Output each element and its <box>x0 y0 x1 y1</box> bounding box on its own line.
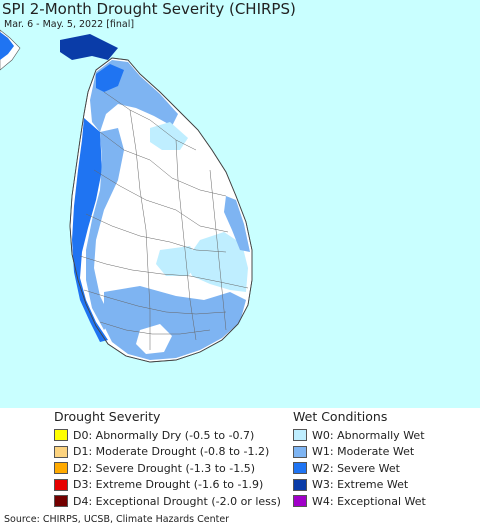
northeast-abnormally-wet <box>150 122 188 150</box>
drought-map: SPI 2-Month Drought Severity (CHIRPS) Ma… <box>0 0 480 408</box>
drought-legend-label: D3: Extreme Drought (-1.6 to -1.9) <box>73 478 264 492</box>
east-coast-moderate-wet <box>224 196 250 252</box>
drought-legend-label: D2: Severe Drought (-1.3 to -1.5) <box>73 461 256 475</box>
drought-swatch <box>54 445 68 458</box>
drought-legend-label: D4: Exceptional Drought (-2.0 or less) <box>73 494 281 508</box>
wet-legend-item: W4: Exceptional Wet <box>293 493 426 510</box>
wet-legend-item: W2: Severe Wet <box>293 460 426 477</box>
wet-legend-label: W2: Severe Wet <box>312 461 400 475</box>
drought-legend: Drought Severity D0: Abnormally Dry (-0.… <box>54 408 281 510</box>
west-coast-wet <box>72 118 108 342</box>
map-subtitle: Mar. 6 - May. 5, 2022 [final] <box>4 19 135 30</box>
drought-swatch <box>54 495 68 508</box>
wet-legend-label: W3: Extreme Wet <box>312 478 409 492</box>
drought-legend-item: D2: Severe Drought (-1.3 to -1.5) <box>54 460 281 477</box>
drought-legend-title: Drought Severity <box>54 409 161 424</box>
wet-legend-items: W0: Abnormally Wet W1: Moderate Wet W2: Se… <box>293 427 426 510</box>
wet-swatch <box>293 478 307 491</box>
drought-swatch <box>54 429 68 442</box>
sri-lanka-coastline <box>69 57 253 363</box>
north-severe-wet <box>96 64 124 92</box>
wet-legend: Wet Conditions W0: Abnormally Wet W1: Mod… <box>293 408 426 510</box>
drought-legend-item: D4: Exceptional Drought (-2.0 or less) <box>54 493 281 510</box>
wet-legend-label: W4: Exceptional Wet <box>312 494 426 508</box>
wet-swatch <box>293 462 307 475</box>
south-white-gap <box>136 324 172 354</box>
map-title: SPI 2-Month Drought Severity (CHIRPS) <box>2 0 296 18</box>
mannar-extreme-wet <box>60 34 118 60</box>
wet-legend-label: W1: Moderate Wet <box>312 445 415 459</box>
drought-legend-label: D1: Moderate Drought (-0.8 to -1.2) <box>73 445 270 459</box>
wet-legend-item: W1: Moderate Wet <box>293 444 426 461</box>
source-credit: Source: CHIRPS, UCSB, Climate Hazards Ce… <box>4 514 230 525</box>
map-canvas <box>0 29 253 363</box>
wet-legend-item: W0: Abnormally Wet <box>293 427 426 444</box>
drought-swatch <box>54 478 68 491</box>
drought-swatch <box>54 462 68 475</box>
wet-legend-label: W0: Abnormally Wet <box>312 428 425 442</box>
district-boundaries <box>79 91 249 350</box>
drought-legend-item: D0: Abnormally Dry (-0.5 to -0.7) <box>54 427 281 444</box>
west-moderate-wet <box>86 128 124 330</box>
india-wet-w3 <box>0 32 14 60</box>
wet-legend-item: W3: Extreme Wet <box>293 477 426 494</box>
drought-legend-items: D0: Abnormally Dry (-0.5 to -0.7) D1: Mod… <box>54 427 281 510</box>
wet-swatch <box>293 429 307 442</box>
legend: Drought Severity D0: Abnormally Dry (-0.… <box>0 408 480 513</box>
wet-legend-title: Wet Conditions <box>293 409 388 424</box>
drought-legend-item: D3: Extreme Drought (-1.6 to -1.9) <box>54 477 281 494</box>
wet-swatch <box>293 445 307 458</box>
central-moderate-wet <box>156 246 200 276</box>
drought-legend-label: D0: Abnormally Dry (-0.5 to -0.7) <box>73 428 255 442</box>
east-abnormally-wet <box>186 232 248 292</box>
southwest-moderate-wet <box>104 286 246 360</box>
wet-swatch <box>293 495 307 508</box>
drought-legend-item: D1: Moderate Drought (-0.8 to -1.2) <box>54 444 281 461</box>
